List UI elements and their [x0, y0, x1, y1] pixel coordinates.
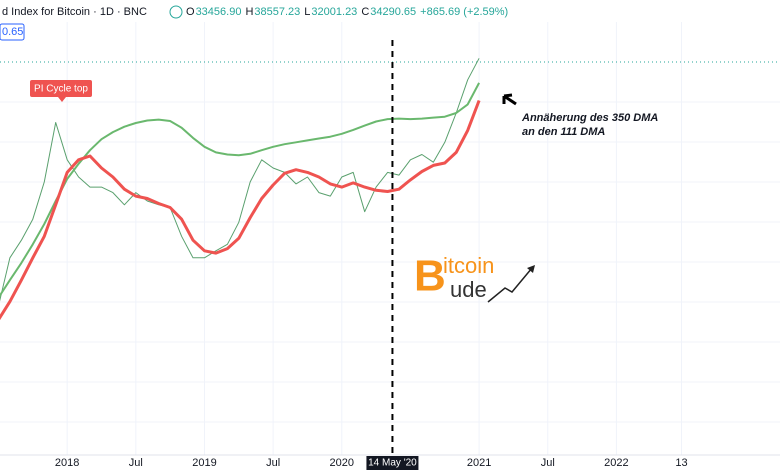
x-axis-labels: 2018 Jul 2019 Jul 2020 2021 Jul 2022 13 14 May '2… [55, 456, 688, 470]
ohlc-change: +865.69 (+2.59%) [420, 6, 508, 18]
annotation: an den 111 DMA [522, 126, 605, 138]
ohlc-value: 33456.90 [196, 6, 242, 18]
ohlc-value: 38557.23 [254, 6, 300, 18]
ohlc-key: H [245, 6, 253, 18]
series-line [0, 82, 480, 298]
x-tick-label: 13 [675, 457, 687, 469]
logo-initial: B [414, 252, 446, 301]
chart-title: d Index for Bitcoin · 1D · BNC [2, 6, 147, 18]
ohlc-key: O [186, 6, 195, 18]
x-tick-label: Jul [541, 457, 555, 469]
series-line [0, 58, 480, 302]
logo: B itcoin ude [414, 252, 535, 303]
annotation-pointer [58, 97, 66, 102]
x-tick-label: Jul [129, 457, 143, 469]
grid [66, 22, 683, 455]
annotation: PI Cycle top [34, 84, 88, 95]
annotation-box [30, 80, 92, 97]
plot [0, 40, 481, 455]
ohlc: O 33456.90 H 38557.23 L 32001.23 C 34290.65 +865… [186, 6, 508, 18]
annotation: Annäherung des 350 DMA [521, 112, 658, 124]
x-tick-label: 2021 [467, 457, 491, 469]
ohlc-key: C [361, 6, 369, 18]
status-icon [169, 5, 183, 19]
marker-label: 14 May '20 [368, 458, 417, 469]
price-tag-box [0, 23, 25, 41]
logo-arrow [487, 267, 533, 303]
x-tick-label: 2020 [330, 457, 354, 469]
x-tick-label: Jul [266, 457, 280, 469]
series-line [0, 99, 481, 321]
x-tick-label: 2018 [55, 457, 79, 469]
arrow [502, 93, 517, 106]
horizontal-grid [0, 101, 780, 423]
price-tag: 0.65 [2, 26, 23, 38]
ohlc-key: L [304, 6, 310, 18]
x-tick-label: 2019 [192, 457, 216, 469]
logo-text: ude [450, 277, 487, 302]
ohlc-value: 34290.65 [370, 6, 416, 18]
logo-arrowhead [527, 265, 535, 273]
marker-label-box [366, 456, 419, 470]
ohlc-value: 32001.23 [311, 6, 357, 18]
logo-text: itcoin [443, 253, 494, 278]
x-tick-label: 2022 [604, 457, 628, 469]
